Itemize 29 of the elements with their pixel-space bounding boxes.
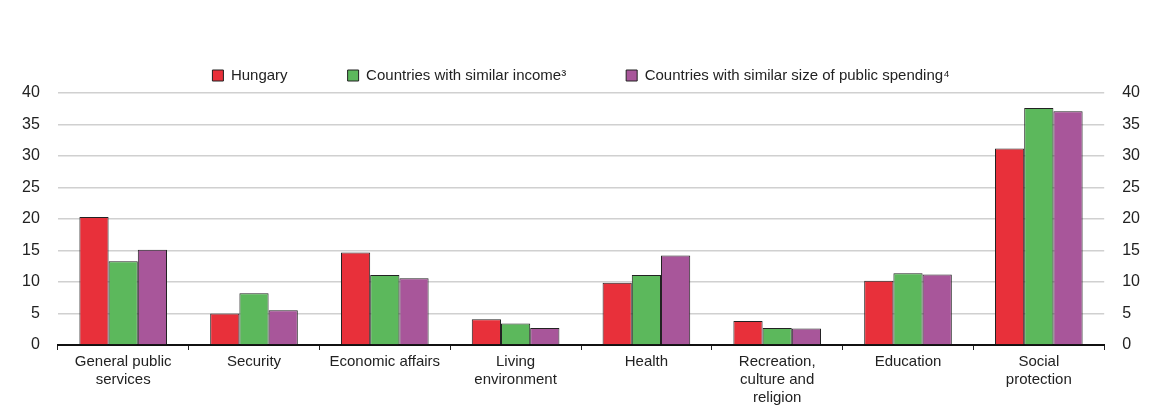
y2-tick-label: 25 xyxy=(1122,177,1141,195)
y-tick-label: 30 xyxy=(22,146,40,164)
y-tick-label: 25 xyxy=(22,177,40,195)
y2-tick-label: 20 xyxy=(1122,209,1141,227)
y2-tick-label: 5 xyxy=(1122,303,1132,321)
x-tick-label: Security xyxy=(226,352,282,370)
y-tick-label: 10 xyxy=(22,272,40,290)
y2-tick-label: 15 xyxy=(1122,240,1141,258)
x-tick-label: Economic affairs xyxy=(329,352,441,370)
y2-tick-label: 0 xyxy=(1122,335,1132,353)
x-tick-label: Recreation, culture and religion xyxy=(738,352,816,406)
x-tick-label: Living environment xyxy=(474,352,558,388)
x-tick-label: General public services xyxy=(74,352,173,388)
legend-label: Hungary xyxy=(230,65,289,83)
y2-tick-label: 35 xyxy=(1122,114,1141,132)
x-tick-label: Education xyxy=(874,352,942,370)
legend-label: Countries with similar size of public spending⁴ xyxy=(644,65,950,83)
x-tick-label: Health xyxy=(624,352,669,370)
y-tick-label: 15 xyxy=(22,240,40,258)
y2-tick-label: 10 xyxy=(1122,272,1141,290)
legend-label: Countries with similar income³ xyxy=(366,65,567,83)
y-tick-label: 40 xyxy=(22,83,40,101)
y-tick-label: 35 xyxy=(22,114,40,132)
x-tick-label: Social protection xyxy=(1005,352,1072,388)
y-tick-label: 20 xyxy=(22,209,40,227)
y-tick-label: 0 xyxy=(30,335,40,353)
y2-tick-label: 30 xyxy=(1122,146,1141,164)
y2-tick-label: 40 xyxy=(1122,83,1141,101)
y-tick-label: 5 xyxy=(30,303,40,321)
